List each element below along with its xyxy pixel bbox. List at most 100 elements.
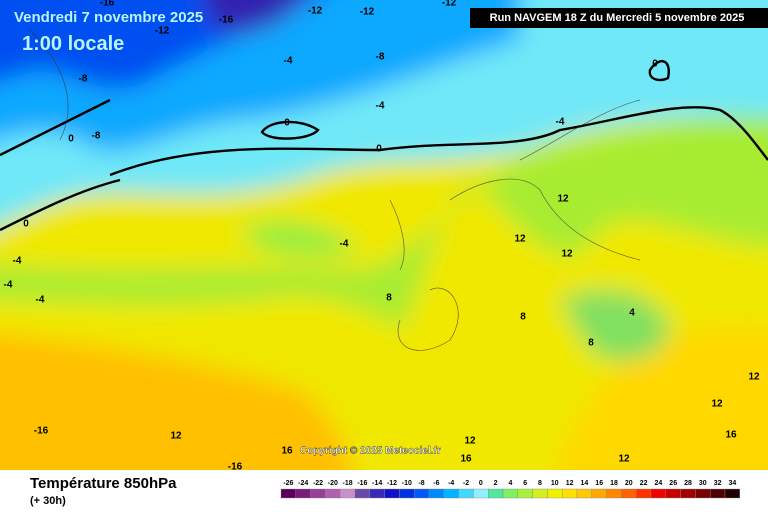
scale-swatch	[325, 488, 341, 499]
coastlines	[29, 29, 641, 351]
contour-label: -4	[376, 101, 385, 112]
scale-swatch	[517, 488, 533, 499]
scale-swatch	[354, 488, 371, 499]
contour-label: 0	[284, 118, 290, 129]
contour-label: -4	[36, 295, 45, 306]
contour-label: 4	[629, 308, 635, 319]
contour-label: 0	[652, 59, 658, 70]
scale-swatch	[680, 488, 696, 499]
contour-label: -8	[79, 74, 88, 85]
scale-swatch	[695, 488, 711, 499]
scale-swatch	[295, 488, 311, 499]
scale-tick-label: 16	[595, 480, 603, 487]
contour-label: -12	[155, 26, 170, 37]
contour-label: 16	[281, 446, 293, 457]
scale-tick-label: 26	[669, 480, 677, 487]
color-scale: -26 -24 -22 -20 -18 -16 -14 -12 -10 -8 -6 -4 -2 0 2 4 6 8…	[280, 480, 741, 499]
scale-tick-label: 22	[640, 480, 648, 487]
scale-tick-label: 6	[523, 480, 527, 487]
contour-label: 12	[618, 454, 630, 465]
run-banner	[470, 8, 768, 28]
run-info: Run NAVGEM 18 Z du Mercredi 5 novembre 2…	[490, 12, 745, 24]
scale-swatch	[621, 488, 637, 499]
scale-tick-label: 32	[714, 480, 722, 487]
scale-swatch	[502, 488, 519, 499]
scale-swatch	[710, 488, 726, 499]
contour-label: 12	[561, 249, 573, 260]
scale-swatch	[547, 488, 563, 499]
contour-label: -16	[34, 426, 49, 437]
contour-label: -4	[284, 56, 293, 67]
scale-swatch	[576, 488, 593, 499]
lead-time: (+ 30h)	[30, 495, 66, 507]
scale-tick-label: -22	[313, 480, 323, 487]
scale-swatch	[384, 488, 400, 499]
scale-swatch	[428, 488, 445, 499]
scale-tick-label: -18	[343, 480, 353, 487]
contour-label: 0	[68, 134, 74, 145]
field-label: Température 850hPa	[30, 475, 177, 492]
scale-swatch	[399, 488, 415, 499]
contour-label: -12	[308, 6, 323, 17]
scale-tick-label: -4	[448, 480, 454, 487]
contour-label: -4	[340, 239, 349, 250]
scale-tick-label: -20	[328, 480, 338, 487]
scale-swatch	[414, 488, 430, 499]
contour-label: -4	[13, 256, 22, 267]
scale-tick-label: 8	[538, 480, 542, 487]
contour-label: 16	[725, 430, 737, 441]
scale-tick-label: 0	[479, 480, 483, 487]
contour-label: 12	[748, 372, 760, 383]
scale-swatch	[458, 488, 474, 499]
contour-label: -4	[4, 280, 13, 291]
scale-swatch	[340, 488, 356, 499]
contour-label: 8	[386, 293, 392, 304]
contour-label: -8	[92, 131, 101, 142]
zero-isotherm	[0, 60, 768, 232]
scale-tick-label: 20	[625, 480, 633, 487]
contour-label: 12	[711, 399, 723, 410]
title: Vendredi 7 novembre 2025	[14, 9, 203, 26]
scale-tick-label: -10	[402, 480, 412, 487]
scale-tick-label: 10	[551, 480, 559, 487]
scale-tick-label: 24	[655, 480, 663, 487]
scale-tick-label: 4	[508, 480, 512, 487]
scale-swatch	[532, 488, 548, 499]
scale-swatch	[591, 488, 607, 499]
contour-label: 12	[170, 431, 182, 442]
scale-swatch	[280, 488, 297, 499]
scale-swatch	[488, 488, 504, 499]
contour-label: -12	[442, 0, 457, 9]
scale-tick-label: -16	[357, 480, 367, 487]
contour-labels: -16 -16 -12 -12 -12 -12 -8 -8 -4 -8 0 0 -4 0 0 -4 0 -4 -4 -…	[4, 0, 760, 473]
contour-label: 12	[514, 234, 526, 245]
scale-tick-label: 30	[699, 480, 707, 487]
contour-label: 8	[520, 312, 526, 323]
contour-label: 16	[460, 454, 472, 465]
scale-swatch	[473, 488, 489, 499]
scale-swatch	[636, 488, 652, 499]
scale-tick-label: -6	[433, 480, 439, 487]
contour-label: 0	[376, 144, 382, 155]
scale-swatch	[369, 488, 385, 499]
contour-label: -4	[556, 117, 565, 128]
scale-swatch	[724, 488, 741, 499]
contour-label: 12	[557, 194, 569, 205]
scale-swatch	[665, 488, 681, 499]
scale-tick-label: -12	[387, 480, 397, 487]
contour-label: 8	[588, 338, 594, 349]
scale-swatch	[443, 488, 459, 499]
scale-tick-label: -2	[463, 480, 469, 487]
scale-tick-label: -26	[283, 480, 293, 487]
scale-swatch	[606, 488, 622, 499]
time-label: 1:00 locale	[22, 33, 124, 55]
scale-tick-label: 28	[684, 480, 692, 487]
contour-label: -16	[228, 462, 243, 473]
contour-label: -8	[376, 52, 385, 63]
scale-tick-label: 18	[610, 480, 618, 487]
contour-label: -12	[360, 7, 375, 18]
scale-tick-label: -8	[418, 480, 424, 487]
